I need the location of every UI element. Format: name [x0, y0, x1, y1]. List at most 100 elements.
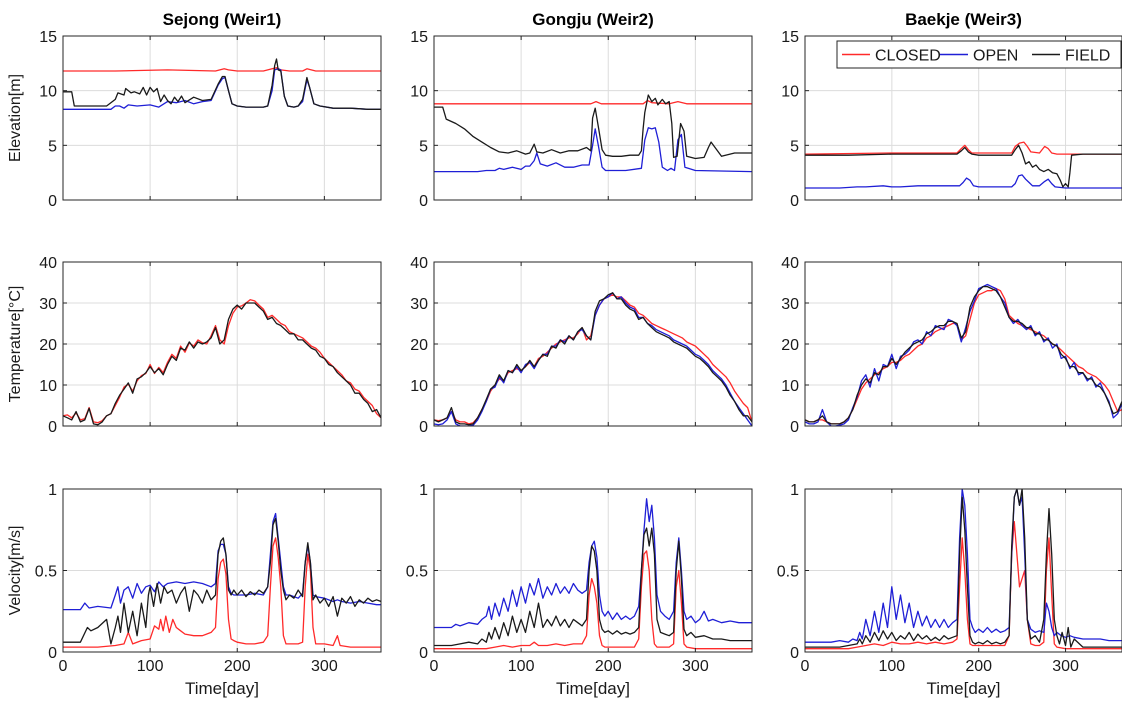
y-tick-label: 15 — [410, 29, 428, 46]
panel-title: Sejong (Weir1) — [163, 10, 282, 29]
y-tick-label: 0 — [419, 193, 428, 210]
y-tick-label: 5 — [790, 138, 799, 155]
legend-label-open: OPEN — [973, 48, 1018, 65]
series-field-line — [63, 302, 381, 426]
y-tick-label: 40 — [410, 255, 428, 272]
y-tick-label: 30 — [410, 296, 428, 313]
series-group — [63, 58, 381, 110]
y-axis-label: Elevation[m] — [7, 74, 24, 162]
series-field-line — [805, 144, 1122, 188]
x-axis-label: Time[day] — [926, 679, 1000, 698]
series-field-line — [805, 285, 1122, 425]
legend: CLOSED OPEN FIELD — [836, 40, 1122, 69]
x-tick-label: 100 — [878, 658, 905, 675]
x-axis-label: Time[day] — [185, 679, 259, 698]
series-closed-line — [805, 141, 1122, 155]
series-group — [434, 292, 752, 426]
legend-box — [836, 40, 1122, 69]
legend-label-closed: CLOSED — [875, 48, 941, 65]
y-tick-label: 0 — [48, 645, 57, 662]
y-tick-label: 15 — [781, 29, 799, 46]
series-closed-line — [805, 520, 1122, 650]
y-tick-label: 0 — [790, 419, 799, 436]
axes-background — [62, 35, 382, 201]
axes-frame — [804, 35, 1122, 201]
panel-p00: 0 5 10 15 Sejong (Weir1) Elevation[m] — [7, 10, 382, 210]
series-open-line — [434, 127, 752, 173]
y-tick-label: 0 — [419, 419, 428, 436]
y-tick-label: 0.5 — [35, 564, 57, 581]
x-tick-label: 300 — [682, 658, 709, 675]
series-field-line — [434, 527, 752, 647]
panel-p22: 0 100 200 300 0 0.5 1 Time[day] — [777, 482, 1122, 698]
legend-label-field: FIELD — [1065, 48, 1110, 65]
axes-frame — [62, 35, 382, 201]
series-open-line — [805, 489, 1122, 643]
panel-p12: 0 10 20 30 40 — [781, 255, 1122, 436]
y-tick-label: 30 — [39, 296, 57, 313]
x-tick-label: 200 — [595, 658, 622, 675]
y-tick-label: 40 — [781, 255, 799, 272]
y-tick-label: 10 — [410, 84, 428, 101]
y-tick-label: 5 — [48, 138, 57, 155]
series-field-line — [63, 517, 381, 645]
panel-title: Gongju (Weir2) — [532, 10, 654, 29]
series-group — [805, 283, 1122, 426]
y-tick-label: 0 — [48, 419, 57, 436]
y-tick-label: 10 — [781, 378, 799, 395]
y-tick-label: 0 — [48, 193, 57, 210]
x-tick-label: 0 — [59, 658, 68, 675]
y-tick-label: 0.5 — [406, 564, 428, 581]
panel-title: Baekje (Weir3) — [905, 10, 1022, 29]
series-closed-line — [434, 550, 752, 650]
series-group — [434, 498, 752, 650]
series-group — [805, 489, 1122, 650]
y-axis-label: Velocity[m/s] — [7, 526, 24, 616]
series-closed-line — [63, 67, 381, 72]
y-tick-label: 10 — [39, 378, 57, 395]
y-tick-label: 0 — [790, 645, 799, 662]
series-group — [805, 141, 1122, 189]
series-closed-line — [434, 99, 752, 105]
y-tick-label: 5 — [419, 138, 428, 155]
panel-p20: 0 100 200 300 0 0.5 1 Velocity[m/s] Time[day] — [7, 482, 382, 698]
y-tick-label: 30 — [781, 296, 799, 313]
series-closed-line — [805, 287, 1122, 425]
panel-p01: 0 5 10 15 Gongju (Weir2) — [410, 10, 753, 210]
y-tick-label: 1 — [48, 482, 57, 499]
series-field-line — [434, 292, 752, 426]
x-tick-label: 0 — [430, 658, 439, 675]
y-tick-label: 1 — [419, 482, 428, 499]
y-tick-label: 20 — [39, 337, 57, 354]
y-tick-label: 20 — [781, 337, 799, 354]
series-closed-line — [63, 537, 381, 648]
y-tick-label: 1 — [790, 482, 799, 499]
panel-p21: 0 100 200 300 0 0.5 1 Time[day] — [406, 482, 753, 698]
x-tick-label: 0 — [801, 658, 810, 675]
panel-p11: 0 10 20 30 40 — [410, 255, 753, 436]
y-tick-label: 0 — [790, 193, 799, 210]
series-group — [434, 94, 752, 173]
y-axis-label: Temperature[°C] — [7, 286, 24, 403]
y-tick-label: 10 — [410, 378, 428, 395]
panel-p02: 0 5 10 15 Baekje (Weir3) — [781, 10, 1122, 210]
panel-p10: 0 10 20 30 40 Temperature[°C] — [7, 255, 382, 436]
y-tick-label: 10 — [39, 84, 57, 101]
x-tick-label: 300 — [311, 658, 338, 675]
x-tick-label: 100 — [137, 658, 164, 675]
x-axis-label: Time[day] — [556, 679, 630, 698]
y-tick-label: 15 — [39, 29, 57, 46]
y-tick-label: 0 — [419, 645, 428, 662]
y-tick-label: 20 — [410, 337, 428, 354]
x-tick-label: 100 — [508, 658, 535, 675]
x-tick-label: 300 — [1052, 658, 1079, 675]
axes-frame — [433, 35, 753, 201]
x-tick-label: 200 — [224, 658, 251, 675]
y-tick-label: 40 — [39, 255, 57, 272]
series-field-line — [63, 58, 381, 110]
series-open-line — [434, 498, 752, 629]
y-tick-label: 0.5 — [777, 564, 799, 581]
series-group — [63, 299, 381, 426]
